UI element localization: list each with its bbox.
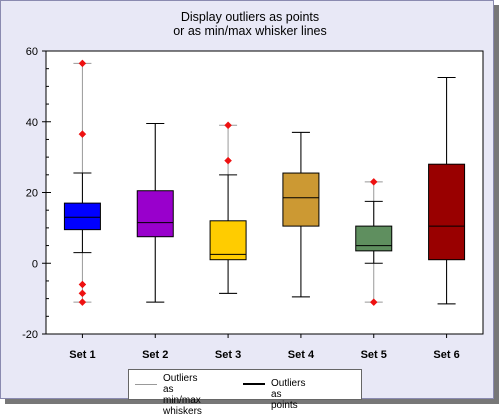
outlier-point xyxy=(369,298,378,307)
outlier-point xyxy=(224,121,232,130)
x-tick-label: Set 5 xyxy=(361,349,387,361)
x-tick-label: Set 1 xyxy=(69,349,95,361)
box-4 xyxy=(282,131,320,298)
y-tick-label: 0 xyxy=(32,258,38,270)
box-5 xyxy=(355,178,393,307)
outlier-point xyxy=(369,178,378,186)
x-axis: Set 1 Set 2 Set 3 Set 4 Set 5 Set 6 xyxy=(69,334,460,361)
box-6 xyxy=(428,77,466,305)
box-rect xyxy=(282,172,320,227)
legend-swatch-points xyxy=(243,383,265,385)
box-series xyxy=(63,59,466,307)
outlier-point xyxy=(78,59,87,68)
outlier-point xyxy=(78,298,87,307)
box-1 xyxy=(63,59,101,307)
x-tick-label: Set 2 xyxy=(142,349,168,361)
box-2 xyxy=(136,123,174,303)
x-tick-label: Set 6 xyxy=(433,349,459,361)
y-tick-label: 20 xyxy=(26,188,38,200)
x-tick-label: Set 3 xyxy=(215,349,241,361)
outlier-point xyxy=(224,156,232,165)
legend-label-minmax: Outliers as min/max whiskers xyxy=(163,373,202,417)
legend: Outliers as min/max whiskers Outliers as… xyxy=(128,369,362,417)
legend-swatch-minmax xyxy=(135,384,157,385)
y-tick-label: -20 xyxy=(22,329,38,341)
outlier-point xyxy=(78,280,87,289)
legend-label-points: Outliers as points xyxy=(271,378,306,411)
box-rect xyxy=(209,220,247,261)
chart-title-line-2: or as min/max whisker lines xyxy=(173,24,327,38)
box-3 xyxy=(209,121,247,294)
box-rect xyxy=(136,190,174,238)
y-tick-label: 60 xyxy=(26,46,38,58)
y-axis: -20 0 20 40 60 xyxy=(22,46,51,341)
chart-title-line-1: Display outliers as points xyxy=(180,10,320,24)
outlier-point xyxy=(78,130,87,138)
box-rect xyxy=(428,163,466,261)
chart-title: Display outliers as points or as min/max… xyxy=(0,10,500,38)
outlier-point xyxy=(78,289,87,298)
box-rect xyxy=(355,225,393,252)
plot-area xyxy=(45,50,484,335)
y-tick-label: 40 xyxy=(26,117,38,129)
x-tick-label: Set 4 xyxy=(288,349,315,361)
box-rect xyxy=(63,202,101,231)
